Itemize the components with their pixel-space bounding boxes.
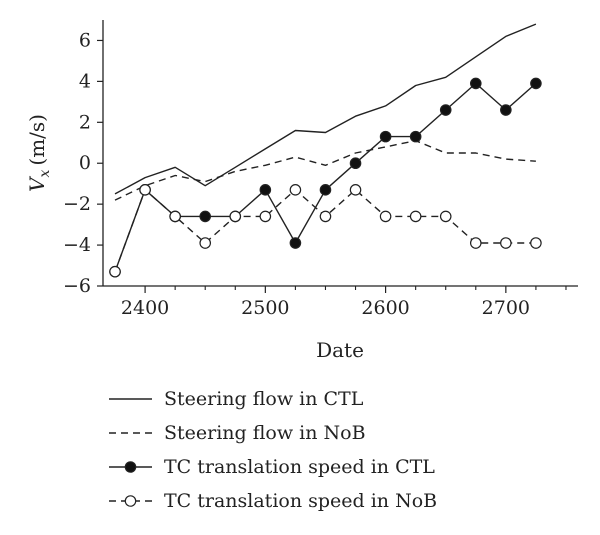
data-point-series-4 <box>109 265 121 278</box>
legend: Steering flow in CTL Steering flow in NoB… <box>109 388 437 512</box>
legend-label: Steering flow in CTL <box>164 388 364 410</box>
data-point-series-4 <box>379 210 392 223</box>
legend-label: TC translation speed in NoB <box>164 490 437 512</box>
legend-swatch-marker <box>124 461 137 473</box>
data-point-series-4 <box>169 210 181 223</box>
data-point-series-4 <box>259 210 272 223</box>
x-tick-label: 2400 <box>121 297 169 319</box>
y-tick-label: 6 <box>79 29 91 51</box>
data-point-series-3 <box>469 77 482 90</box>
data-point-series-4 <box>289 184 302 196</box>
data-point-series-4 <box>530 237 542 249</box>
axis-tick-labels: 2400 2500 2600 2700 −6 −4 −2 0 2 4 6 <box>63 29 530 319</box>
data-point-series-4 <box>199 237 212 249</box>
y-tick-label: −2 <box>63 193 91 215</box>
data-point-series-3 <box>530 77 542 90</box>
data-point-series-3 <box>199 210 212 223</box>
y-tick-label: −4 <box>63 234 91 256</box>
data-point-series-4 <box>500 237 512 249</box>
data-point-series-3 <box>409 130 422 143</box>
data-point-series-3 <box>319 184 332 196</box>
data-point-series-4 <box>319 210 332 223</box>
data-point-series-3 <box>439 104 452 116</box>
data-point-series-4 <box>229 210 242 223</box>
data-point-series-4 <box>139 184 151 196</box>
y-tick-label: 2 <box>79 111 91 133</box>
data-point-series-4 <box>349 184 362 196</box>
data-point-series-4 <box>409 210 422 223</box>
data-point-series-4 <box>439 210 452 223</box>
y-axis-title-sub: x <box>37 170 53 178</box>
y-tick-label: 4 <box>79 70 91 92</box>
series-markers <box>109 77 542 278</box>
x-tick-label: 2500 <box>241 297 289 319</box>
axis-ticks <box>97 39 567 293</box>
y-tick-label: −6 <box>63 275 91 297</box>
y-axis-title-main: V <box>25 175 49 192</box>
x-tick-label: 2700 <box>482 297 530 319</box>
series-line-2 <box>114 139 536 201</box>
legend-label: TC translation speed in CTL <box>164 456 435 478</box>
legend-swatch-marker <box>124 495 137 507</box>
legend-label: Steering flow in NoB <box>164 422 366 444</box>
x-axis-title: Date <box>316 338 364 362</box>
x-tick-label: 2600 <box>361 297 409 319</box>
data-point-series-3 <box>259 184 272 196</box>
data-point-series-3 <box>379 130 392 143</box>
y-axis-title-unit: (m/s) <box>25 114 49 166</box>
data-point-series-4 <box>469 237 482 249</box>
y-axis-title: Vx (m/s) <box>25 114 53 192</box>
series-line-1 <box>114 23 537 195</box>
data-point-series-3 <box>349 157 362 170</box>
data-point-series-3 <box>289 237 302 249</box>
data-point-series-3 <box>500 104 512 116</box>
y-tick-label: 0 <box>79 152 91 174</box>
